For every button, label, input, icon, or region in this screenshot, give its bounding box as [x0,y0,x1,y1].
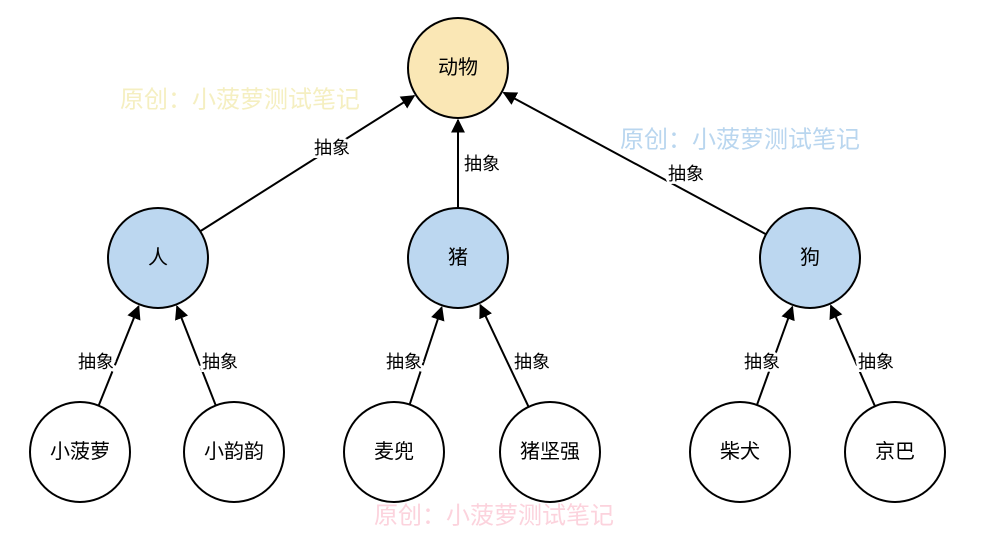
node-leaf1: 小菠萝 [30,402,130,502]
edge-label: 抽象 [858,352,894,372]
diagram-canvas: 原创：小菠萝测试笔记原创：小菠萝测试笔记原创：小菠萝测试笔记 抽象抽象抽象抽象抽… [0,0,988,540]
node-label: 柴犬 [720,440,760,463]
watermark-text: 原创：小菠萝测试笔记 [374,503,614,530]
node-leaf3: 麦兜 [344,402,444,502]
node-leaf6: 京巴 [845,402,945,502]
node-leaf2: 小韵韵 [184,402,284,502]
edge-label: 抽象 [514,352,550,372]
node-leaf5: 柴犬 [690,402,790,502]
edge-label: 抽象 [464,154,500,174]
node-dog: 狗 [760,208,860,308]
edge-label: 抽象 [202,352,238,372]
edge-label: 抽象 [744,352,780,372]
node-pig: 猪 [408,208,508,308]
node-label: 狗 [800,246,820,269]
node-label: 猪 [448,246,468,269]
node-label: 猪坚强 [520,440,580,463]
node-label: 小韵韵 [204,440,264,463]
watermark-text: 原创：小菠萝测试笔记 [120,87,360,114]
node-label: 麦兜 [374,440,414,463]
node-leaf4: 猪坚强 [500,402,600,502]
node-label: 小菠萝 [50,440,110,463]
edge-label: 抽象 [314,138,350,158]
node-label: 人 [148,246,168,269]
node-label: 京巴 [875,440,915,463]
watermark-text: 原创：小菠萝测试笔记 [620,127,860,154]
edge-label: 抽象 [386,352,422,372]
edge-line [200,96,414,231]
edge-label: 抽象 [668,164,704,184]
edge-line [504,93,766,235]
node-label: 动物 [438,56,478,79]
node-root: 动物 [408,18,508,118]
edge-label: 抽象 [78,352,114,372]
node-human: 人 [108,208,208,308]
